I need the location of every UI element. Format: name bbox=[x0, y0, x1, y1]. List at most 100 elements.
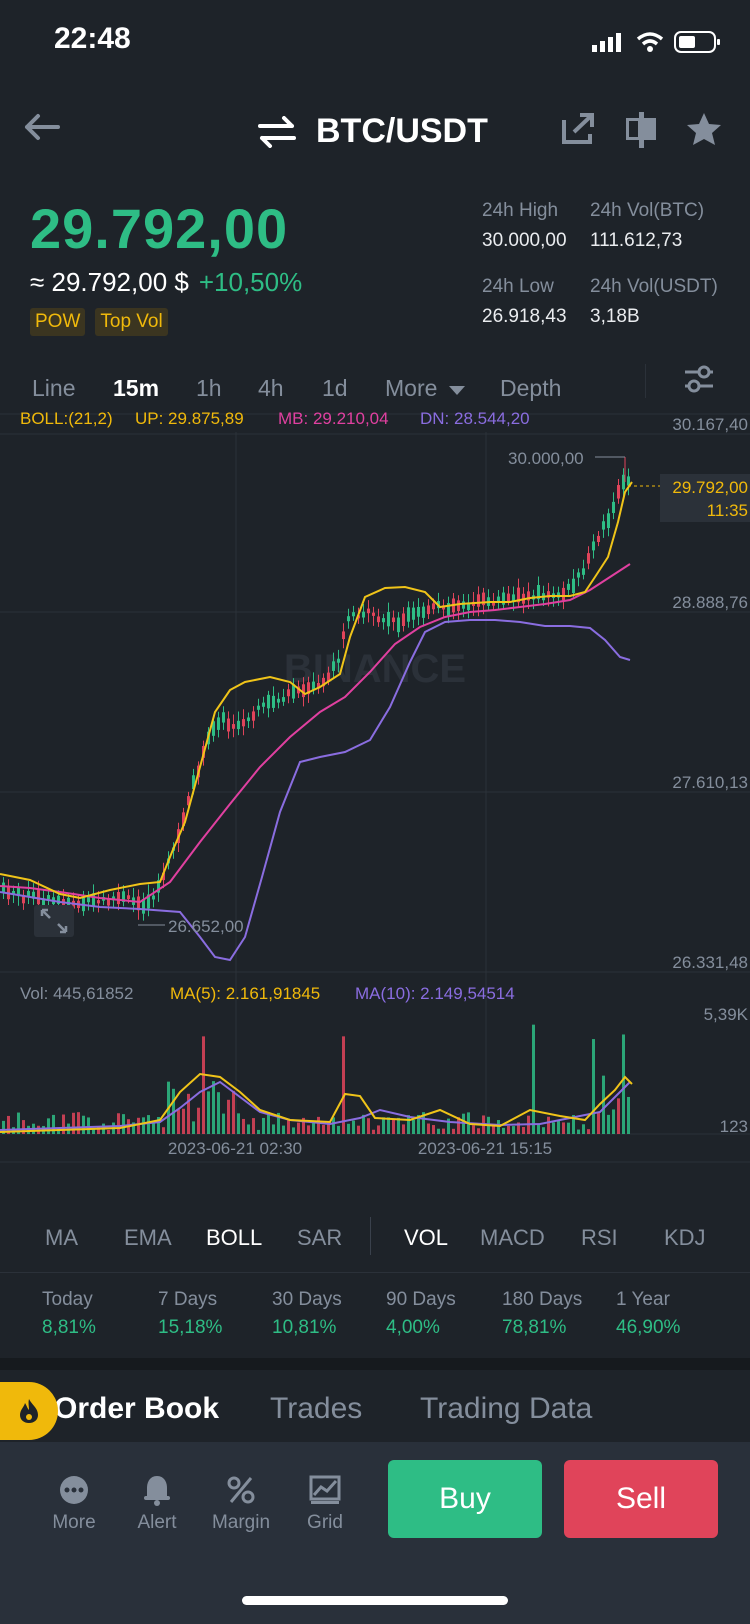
candle bbox=[617, 485, 620, 499]
sell-button[interactable]: Sell bbox=[564, 1460, 718, 1538]
tab-15m[interactable]: 15m bbox=[113, 374, 160, 401]
volume-bar bbox=[247, 1124, 250, 1134]
perf-value: 46,90% bbox=[616, 1317, 681, 1338]
tab-4h[interactable]: 4h bbox=[258, 374, 284, 401]
candle bbox=[577, 572, 580, 578]
volume-bar bbox=[332, 1117, 335, 1134]
split-view-icon[interactable] bbox=[624, 112, 658, 148]
ind-sar[interactable]: SAR bbox=[297, 1225, 343, 1250]
volume-bar bbox=[372, 1129, 375, 1134]
price-change: +10,50% bbox=[198, 267, 303, 297]
volume-bar bbox=[357, 1125, 360, 1134]
tab-depth[interactable]: Depth bbox=[500, 374, 562, 401]
volume-bar bbox=[17, 1112, 20, 1134]
volume-bar bbox=[622, 1034, 625, 1134]
tab-trades[interactable]: Trades bbox=[270, 1392, 363, 1425]
volume-bar bbox=[317, 1116, 320, 1134]
candle bbox=[402, 613, 405, 627]
stat-volbtc-value: 111.612,73 bbox=[590, 230, 683, 251]
tab-order-book[interactable]: Order Book bbox=[54, 1392, 220, 1425]
indicator-tabs: MA EMA BOLL SAR VOL MACD RSI KDJ bbox=[0, 1195, 750, 1275]
tab-more[interactable]: More bbox=[385, 375, 466, 402]
tag-list: POW Top Vol bbox=[30, 308, 168, 336]
volume-bar bbox=[367, 1118, 370, 1134]
alert-button[interactable]: Alert bbox=[115, 1468, 199, 1534]
volume-bar bbox=[437, 1128, 440, 1134]
home-indicator[interactable] bbox=[242, 1596, 508, 1605]
boll-up-label: UP: 29.875,89 bbox=[135, 412, 244, 428]
chart-settings-button[interactable] bbox=[683, 364, 715, 400]
volume-bar bbox=[397, 1117, 400, 1134]
volume-bar bbox=[347, 1123, 350, 1134]
ind-kdj[interactable]: KDJ bbox=[664, 1225, 706, 1250]
candle bbox=[332, 661, 335, 671]
price-chart[interactable]: BINANCE BOLL:(21,2) UP: 29.875,89 MB: 29… bbox=[0, 412, 750, 1190]
candle bbox=[387, 611, 390, 627]
back-button[interactable] bbox=[22, 112, 62, 147]
boll-mb-label: MB: 29.210,04 bbox=[278, 412, 389, 428]
candle bbox=[192, 775, 195, 790]
chart-grid bbox=[0, 432, 750, 1135]
candle bbox=[287, 689, 290, 697]
volume-bar bbox=[547, 1116, 550, 1134]
percent-icon bbox=[227, 1476, 255, 1504]
volume-bar bbox=[282, 1125, 285, 1134]
ind-ema[interactable]: EMA bbox=[124, 1225, 172, 1250]
tab-trading-data[interactable]: Trading Data bbox=[420, 1392, 593, 1425]
candle bbox=[92, 893, 95, 907]
candle bbox=[282, 697, 285, 702]
ind-ma[interactable]: MA bbox=[45, 1225, 78, 1250]
candle bbox=[87, 896, 90, 903]
perf-label: 180 Days bbox=[502, 1289, 583, 1310]
tab-1d[interactable]: 1d bbox=[322, 374, 348, 401]
buy-button[interactable]: Buy bbox=[388, 1460, 542, 1538]
volume-bar bbox=[267, 1112, 270, 1134]
candle bbox=[237, 720, 240, 730]
fiat-price: ≈ 29.792,00 $ bbox=[30, 267, 189, 297]
x-tick-1: 2023-06-21 02:30 bbox=[168, 1139, 302, 1158]
fullscreen-button[interactable] bbox=[34, 905, 74, 937]
tag-top-vol[interactable]: Top Vol bbox=[95, 308, 168, 336]
tag-pow[interactable]: POW bbox=[30, 308, 86, 336]
volume-bar bbox=[517, 1122, 520, 1134]
star-icon[interactable] bbox=[686, 112, 722, 146]
tab-1h[interactable]: 1h bbox=[196, 374, 222, 401]
pair-selector[interactable]: BTC/USDT bbox=[258, 112, 488, 151]
last-price-box bbox=[660, 474, 750, 522]
volume-bar bbox=[612, 1109, 615, 1134]
volume-bar bbox=[142, 1117, 145, 1134]
volume-bar bbox=[22, 1120, 25, 1134]
candle bbox=[232, 724, 235, 729]
y-tick-2: 28.888,76 bbox=[672, 593, 748, 612]
last-price-tag: 29.792,00 bbox=[672, 478, 748, 497]
tab-line[interactable]: Line bbox=[32, 374, 76, 401]
more-button[interactable]: More bbox=[32, 1468, 116, 1534]
volume-bar bbox=[507, 1125, 510, 1134]
ind-rsi[interactable]: RSI bbox=[581, 1225, 618, 1250]
volume-bar bbox=[602, 1075, 605, 1134]
ind-vol[interactable]: VOL bbox=[404, 1225, 449, 1250]
volume-bar bbox=[537, 1123, 540, 1134]
candle bbox=[422, 606, 425, 618]
candle bbox=[32, 891, 35, 899]
candle bbox=[507, 593, 510, 602]
vol-ma10-label: MA(10): 2.149,54514 bbox=[355, 984, 515, 1003]
candle bbox=[457, 600, 460, 612]
grid-button[interactable]: Grid bbox=[283, 1468, 367, 1534]
candle bbox=[37, 890, 40, 905]
volume-bar bbox=[442, 1128, 445, 1134]
floating-action-button[interactable] bbox=[0, 1382, 58, 1440]
volume-bar bbox=[152, 1122, 155, 1134]
margin-button[interactable]: Margin bbox=[199, 1468, 283, 1534]
volume-bar bbox=[117, 1113, 120, 1134]
wifi-icon bbox=[636, 32, 664, 52]
ind-boll[interactable]: BOLL bbox=[206, 1225, 263, 1250]
volume-bar bbox=[2, 1120, 5, 1134]
ind-macd[interactable]: MACD bbox=[480, 1225, 545, 1250]
candle bbox=[157, 880, 160, 893]
share-icon[interactable] bbox=[560, 112, 596, 146]
status-time: 22:48 bbox=[54, 22, 131, 55]
volume-bar bbox=[242, 1118, 245, 1134]
candle bbox=[247, 717, 250, 722]
candle bbox=[607, 513, 610, 529]
